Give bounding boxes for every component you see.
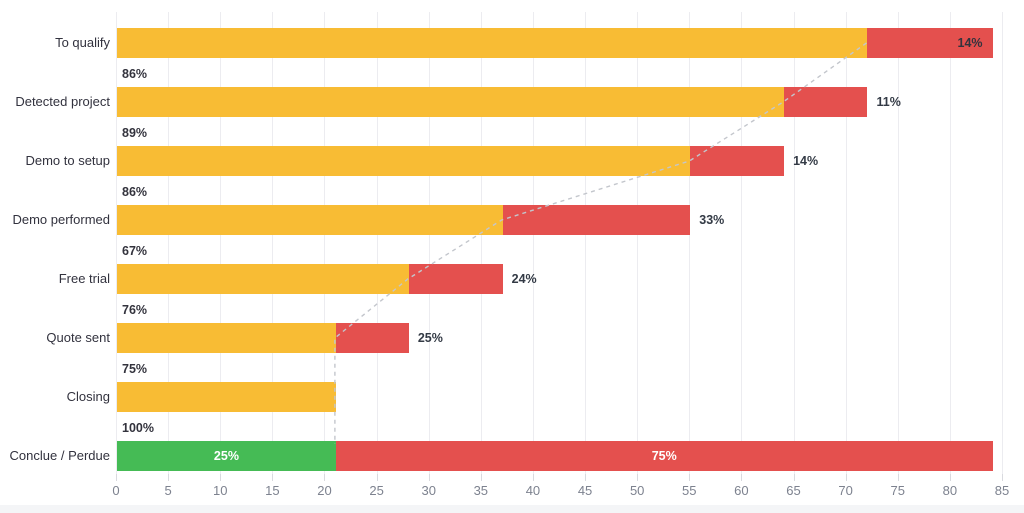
lost-percent-label: 25% [417, 331, 443, 345]
lost-percent-label: 33% [699, 213, 725, 227]
x-axis-tick-mark [897, 474, 899, 481]
bar-won-segment[interactable] [117, 441, 336, 471]
x-axis-tick-label: 15 [265, 483, 280, 498]
gridline [637, 12, 639, 474]
x-axis-tick-label: 45 [577, 483, 593, 498]
bar-lost-segment[interactable] [335, 441, 993, 471]
gridline [428, 12, 430, 474]
page-bottom-edge [0, 505, 1024, 513]
x-axis-tick-mark [116, 474, 117, 481]
lost-percent-label: 11% [876, 95, 901, 109]
x-axis-tick-mark [428, 474, 430, 481]
x-axis-tick-mark [845, 474, 847, 481]
x-axis-tick-label: 40 [525, 483, 541, 498]
lost-percent-label: 14% [957, 36, 983, 50]
gridline [897, 12, 899, 474]
x-axis-tick-mark [585, 474, 587, 481]
x-axis-tick-label: 0 [112, 483, 120, 498]
category-label: Demo performed [12, 212, 110, 227]
x-axis-tick-label: 60 [734, 483, 749, 498]
retained-percent-label: 86% [122, 67, 148, 81]
x-axis-tick-label: 50 [629, 483, 645, 498]
bar-open-segment[interactable] [117, 323, 336, 353]
gridline [793, 12, 795, 474]
x-axis-tick-mark [637, 474, 639, 481]
x-axis-tick-label: 75 [890, 483, 905, 498]
bar-open-segment[interactable] [117, 205, 503, 235]
retained-percent-label: 100% [122, 421, 154, 435]
bar-open-segment[interactable] [117, 87, 785, 117]
x-axis-tick-label: 30 [421, 483, 436, 498]
retained-percent-label: 67% [122, 244, 148, 258]
retained-percent-label: 89% [122, 126, 148, 140]
x-axis-tick-label: 10 [213, 483, 228, 498]
gridline [168, 12, 170, 474]
gridline [741, 12, 743, 474]
gridline [845, 12, 847, 474]
x-axis-tick-label: 65 [786, 483, 801, 498]
bar-open-segment[interactable] [117, 382, 336, 412]
retained-percent-label: 76% [122, 303, 148, 317]
lost-percent-label: 14% [793, 154, 819, 168]
category-label: Quote sent [46, 330, 110, 345]
bar-lost-segment[interactable] [690, 146, 785, 176]
x-axis-tick-mark [272, 474, 274, 481]
x-axis-tick-mark [376, 474, 378, 481]
lost-percent-label: 24% [511, 272, 537, 286]
x-axis-tick-label: 25 [369, 483, 384, 498]
x-axis-tick-label: 80 [942, 483, 958, 498]
x-axis-tick-mark [220, 474, 222, 481]
category-label: Closing [66, 389, 110, 404]
bar-open-segment[interactable] [117, 28, 868, 58]
gridline [324, 12, 326, 474]
x-axis-tick-label: 55 [682, 483, 697, 498]
x-axis-tick-label: 35 [473, 483, 489, 498]
bar-lost-segment[interactable] [867, 28, 993, 58]
bar-lost-segment[interactable] [335, 323, 409, 353]
retained-percent-label: 75% [122, 362, 148, 376]
x-axis-tick-mark [689, 474, 691, 481]
retained-percent-label: 86% [122, 185, 148, 199]
category-label: Demo to setup [25, 153, 110, 168]
gridline [272, 12, 274, 474]
gridline [116, 12, 117, 474]
bar-lost-segment[interactable] [784, 87, 868, 117]
category-label: To qualify [55, 35, 110, 50]
lost-percent-label: 75% [651, 449, 677, 463]
gridline [480, 12, 482, 474]
gridline [949, 12, 951, 474]
category-label: Conclue / Perdue [9, 448, 110, 463]
x-axis-tick-mark [793, 474, 795, 481]
gridline [689, 12, 691, 474]
x-axis-tick-mark [480, 474, 482, 481]
bar-open-segment[interactable] [117, 264, 409, 294]
x-axis-tick-mark [949, 474, 951, 481]
x-axis-tick-label: 70 [838, 483, 853, 498]
bar-lost-segment[interactable] [408, 264, 503, 294]
won-percent-label: 25% [213, 449, 239, 463]
bar-lost-segment[interactable] [502, 205, 691, 235]
x-axis-tick-label: 5 [164, 483, 172, 498]
gridline [585, 12, 587, 474]
x-axis-tick-label: 20 [317, 483, 332, 498]
x-axis-tick-mark [532, 474, 534, 481]
bar-open-segment[interactable] [117, 146, 691, 176]
gridline [220, 12, 222, 474]
category-label: Detected project [15, 94, 110, 109]
x-axis-tick-mark [741, 474, 743, 481]
category-label: Free trial [58, 271, 110, 286]
x-axis-tick-mark [1002, 474, 1003, 481]
gridline [376, 12, 378, 474]
x-axis-tick-mark [168, 474, 170, 481]
x-axis-tick-label: 85 [994, 483, 1010, 498]
gridline [1002, 12, 1003, 474]
x-axis-tick-mark [324, 474, 326, 481]
gridline [532, 12, 534, 474]
